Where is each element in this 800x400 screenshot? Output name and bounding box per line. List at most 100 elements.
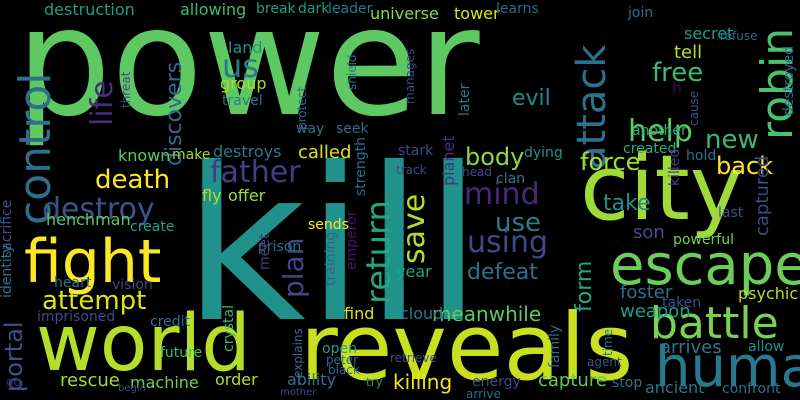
word: planet [439,135,458,186]
word: arrive [466,387,501,400]
word: created [623,141,677,157]
word: last [718,205,744,221]
word: year [396,262,432,281]
word: destroy [42,192,155,227]
word: black [328,363,360,377]
word: human [655,335,800,400]
word: another [632,123,687,139]
word: credit [150,314,191,330]
word: allowing [180,0,247,19]
word: try [366,375,383,389]
word: force [580,148,641,176]
word: cloud [400,304,444,323]
word: imprisoned [37,309,116,325]
word: captured [752,155,773,236]
word: make [172,147,211,163]
word: us [222,47,259,85]
word: find [344,304,375,323]
word: sends [308,217,349,233]
word: universe [370,4,439,23]
word: arrives [660,337,722,358]
word: known [118,146,171,165]
word: psychic [738,284,799,303]
word: go [6,375,21,389]
word: refuse [720,29,758,43]
word: attempt [42,286,147,316]
word: life [85,80,120,126]
word: new [705,125,759,155]
word: threat [119,71,133,108]
word: defeat [467,260,538,285]
word: back [716,152,774,180]
word: son [633,222,665,243]
word: save [397,193,432,264]
word: tell [674,42,703,63]
word: time [601,328,615,356]
word: seek [336,121,369,137]
word: break [256,1,296,17]
word: confront [722,381,781,397]
word: allow [748,339,785,355]
word: retrieve [390,351,437,365]
word: training [323,231,339,286]
word: world [36,299,251,389]
word: mother [280,387,317,398]
word: escape [610,233,800,298]
word: clan [496,171,526,187]
word: join [628,5,654,21]
word: henchman [46,210,131,229]
word: begin [118,383,146,394]
word: group [220,74,267,93]
word: open [322,341,357,357]
word: meet [257,233,273,270]
word: hold [686,148,717,164]
word: powerful [673,232,734,248]
word: take [603,191,651,216]
word: head [462,165,492,179]
word: called [298,142,352,163]
word: help [628,114,693,149]
word: identity [0,244,15,298]
word: evil [512,86,551,111]
word: destroyed [781,45,797,116]
word: reveals [300,294,634,400]
word: capture [538,370,607,391]
word: destruction [44,0,135,19]
word: secret [684,24,734,43]
word: agent [587,355,622,369]
word: rescue [60,370,120,391]
word: h [672,78,683,97]
word: create [130,219,175,235]
word: family [547,324,563,368]
word: free [652,58,704,88]
word: power [16,0,480,150]
word: explains [291,328,305,378]
word: offer [228,186,266,205]
word: peter [326,353,359,367]
word: killing [393,370,453,394]
word: way [296,121,325,137]
word: shield [345,54,359,90]
word: kill [183,122,483,369]
word: taken [662,295,702,311]
word: ability [287,370,337,389]
word: track [396,163,427,177]
word: fight [24,227,162,297]
word: stark [398,143,434,159]
word: body [465,143,525,171]
word: foster [620,282,673,303]
word: heart [54,275,92,291]
word: manages [403,48,417,104]
word: land [228,38,263,57]
word: tower [454,4,500,23]
word: later [457,83,473,116]
word: meanwhile [432,302,542,326]
word: cause [687,90,701,126]
word: killed [667,148,683,186]
word: energy [472,374,521,390]
word: weapon [620,301,691,322]
word: dark [298,1,330,17]
word: leader [328,1,373,17]
word: strength [353,137,369,196]
word: fly [202,186,222,205]
